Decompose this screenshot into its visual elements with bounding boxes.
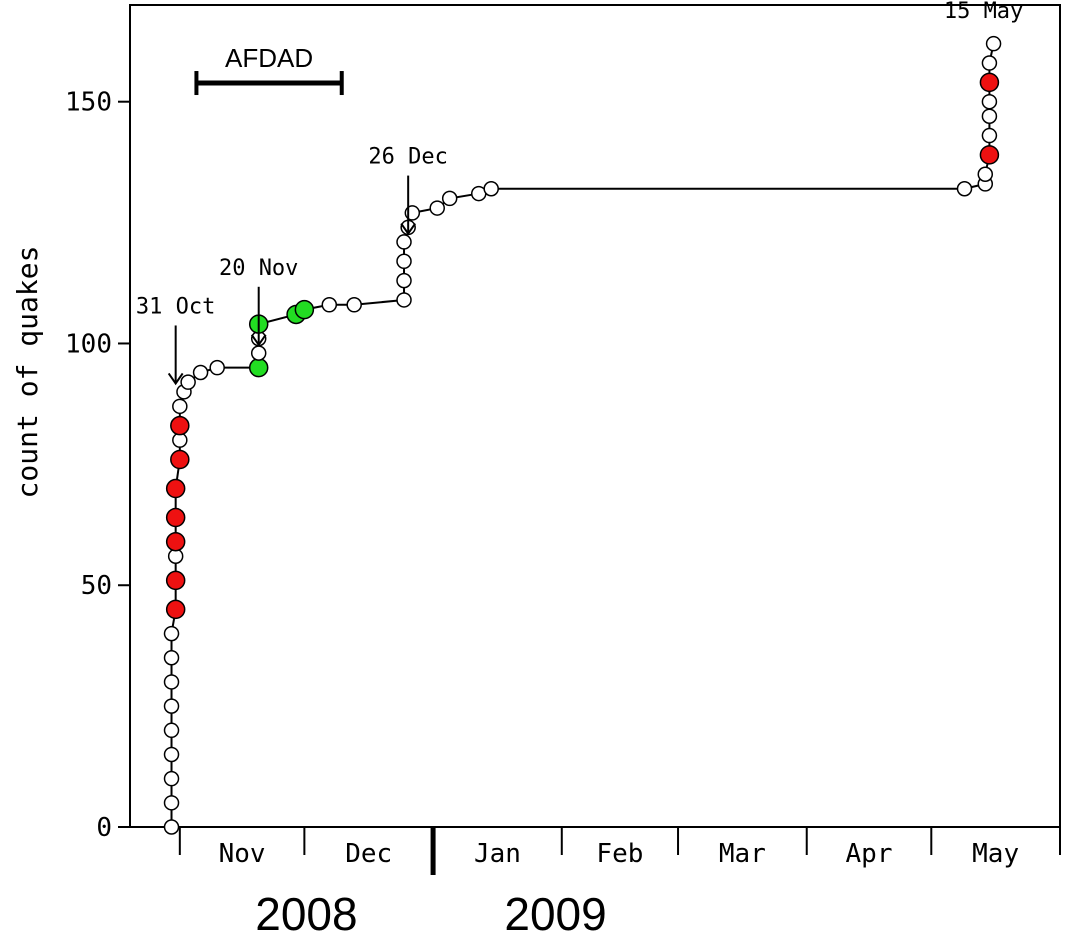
y-tick-label: 50 — [81, 571, 112, 601]
data-point — [250, 345, 267, 361]
data-point — [165, 599, 186, 620]
data-point — [163, 746, 180, 763]
annotation-arrowhead — [400, 223, 416, 236]
data-point — [294, 299, 315, 320]
data-point — [396, 272, 412, 289]
annotation-arrowhead — [250, 334, 267, 347]
data-point — [429, 200, 445, 216]
data-point — [248, 357, 269, 378]
data-point — [163, 819, 180, 835]
x-tick-label: Dec — [345, 839, 392, 869]
y-ticks: 0 50 100 150 — [65, 88, 130, 843]
data-point — [163, 625, 180, 642]
x-tick-label: Jan — [474, 839, 521, 869]
data-point — [165, 531, 186, 552]
year-labels: 2008 2009 — [255, 888, 606, 937]
data-point — [209, 359, 225, 376]
data-point — [170, 415, 190, 436]
data-point — [981, 93, 998, 110]
y-axis-label: count of quakes — [11, 246, 44, 499]
data-point — [956, 180, 973, 197]
data-point — [163, 650, 180, 666]
data-point — [396, 292, 412, 308]
data-point — [981, 127, 998, 144]
data-point — [396, 253, 412, 270]
data-point — [163, 770, 180, 787]
x-tick-label: Mar — [719, 839, 766, 869]
x-tick-label: Apr — [846, 839, 893, 869]
data-point — [165, 478, 186, 499]
data-point — [163, 674, 180, 690]
data-point — [321, 297, 338, 313]
data-point — [441, 190, 458, 207]
data-point — [165, 507, 186, 528]
data-point — [165, 570, 186, 591]
year-label: 2008 — [255, 888, 357, 937]
x-tick-label: May — [972, 839, 1019, 869]
x-ticks: Nov Dec Jan Feb Mar Apr May — [178, 827, 1061, 875]
x-tick-label: Feb — [596, 839, 643, 869]
annotation-label: 31 Oct — [136, 294, 215, 319]
data-point — [985, 35, 1002, 52]
data-point — [981, 55, 998, 71]
data-point — [346, 297, 362, 313]
data-point — [483, 180, 499, 197]
data-points — [163, 35, 1002, 835]
data-point — [192, 364, 209, 381]
y-tick-label: 0 — [96, 813, 112, 843]
plot-frame — [129, 4, 1061, 828]
annotation-arrowhead — [167, 372, 184, 386]
data-point — [977, 166, 994, 182]
data-point — [396, 234, 412, 250]
series-line — [170, 43, 995, 827]
x-tick-label: Nov — [219, 839, 266, 869]
annotation-label: 20 Nov — [219, 256, 298, 281]
y-tick-label: 150 — [65, 88, 112, 118]
y-tick-label: 100 — [65, 329, 112, 359]
data-point — [180, 374, 196, 390]
afdad-label: AFDAD — [225, 43, 313, 73]
data-point — [170, 449, 190, 470]
year-label: 2009 — [504, 888, 606, 937]
cumulative-line — [170, 43, 995, 827]
data-point — [981, 108, 998, 124]
data-point — [172, 398, 188, 415]
data-point — [163, 722, 180, 739]
data-point — [979, 72, 1000, 93]
data-point — [163, 795, 180, 811]
annotation-label: 15 May — [944, 0, 1023, 24]
data-point — [979, 145, 1000, 165]
data-point — [163, 698, 180, 714]
annotation-label: 26 Dec — [368, 145, 447, 170]
